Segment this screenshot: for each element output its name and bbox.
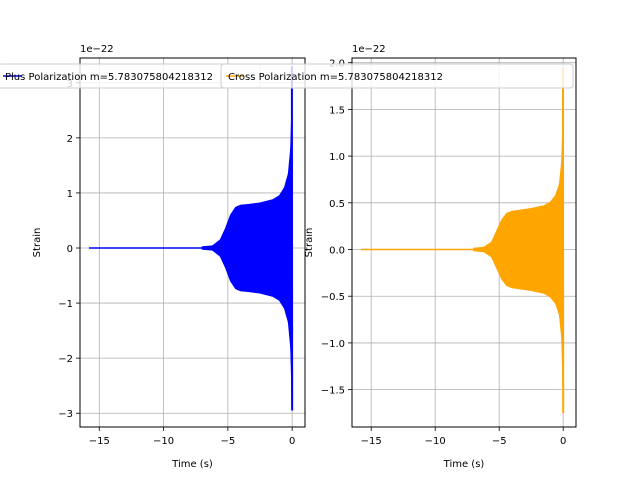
cross-plot-panel: −15−10−50−1.5−1.0−0.50.00.51.01.52.01e−2…	[304, 44, 577, 470]
plus-x-tick-label: 0	[289, 436, 295, 447]
cross-x-tick-label: −10	[425, 436, 446, 447]
cross-y-tick-label: −1.5	[321, 386, 345, 397]
plus-y-tick-label: 2	[67, 134, 73, 145]
cross-series-envelope	[473, 67, 564, 413]
cross-x-tick-label: −5	[492, 436, 507, 447]
plus-y-tick-label: −3	[58, 409, 73, 420]
cross-y-tick-label: 1.0	[329, 152, 345, 163]
plus-x-tick-label: −5	[220, 436, 235, 447]
plus-y-tick-label: 1	[67, 189, 73, 200]
cross-x-tick-label: −15	[361, 436, 382, 447]
plus-legend-label: Plus Polarization m=5.783075804218312	[5, 72, 213, 83]
cross-legend: Cross Polarization m=5.783075804218312	[220, 63, 574, 89]
cross-y-tick-label: 0.5	[329, 199, 345, 210]
cross-x-tick-label: 0	[560, 436, 566, 447]
plus-y-tick-label: −1	[58, 299, 73, 310]
plus-y-tick-label: 0	[67, 244, 73, 255]
cross-axes-frame	[351, 57, 577, 428]
cross-series-group	[360, 67, 565, 413]
cross-y-tick-label: −1.0	[321, 339, 345, 350]
plus-y-tick-label: −2	[58, 354, 73, 365]
plus-series-envelope	[201, 66, 293, 411]
cross-legend-box	[220, 63, 574, 89]
cross-x-axis-label: Time (s)	[443, 459, 485, 470]
cross-y-axis-label: Strain	[304, 228, 315, 258]
plus-y-axis-label: Strain	[32, 228, 43, 258]
cross-y-tick-label: −0.5	[321, 292, 345, 303]
plus-x-tick-label: −15	[89, 436, 110, 447]
plus-series-group	[89, 66, 294, 411]
plus-x-tick-label: −10	[153, 436, 174, 447]
cross-offset-text: 1e−22	[352, 44, 386, 55]
plus-x-axis-label: Time (s)	[171, 459, 213, 470]
cross-y-tick-label: 0.0	[329, 246, 345, 257]
cross-y-tick-label: 1.5	[329, 105, 345, 116]
plus-axes-frame	[79, 57, 306, 428]
plus-offset-text: 1e−22	[80, 44, 114, 55]
cross-legend-label: Cross Polarization m=5.783075804218312	[228, 72, 443, 83]
